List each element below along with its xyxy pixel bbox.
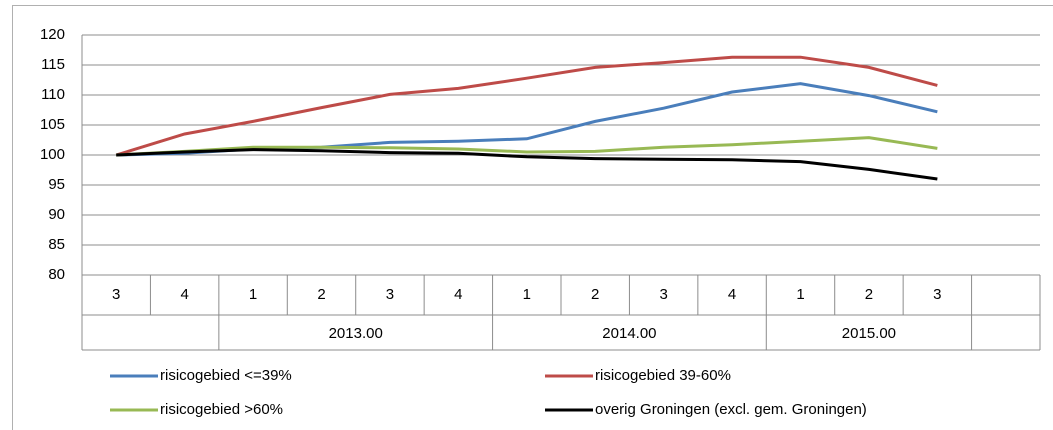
- x-group-label: 2013.00: [329, 325, 383, 342]
- y-tick-label: 105: [40, 116, 65, 133]
- y-tick-label: 110: [41, 86, 65, 103]
- y-tick-label: 85: [48, 236, 65, 253]
- x-tick-label: 3: [112, 286, 120, 303]
- x-tick-label: 4: [728, 286, 736, 303]
- x-tick-label: 2: [317, 286, 325, 303]
- x-tick-label: 1: [249, 286, 257, 303]
- series-line: [116, 148, 938, 181]
- x-tick-label: 4: [454, 286, 462, 303]
- legend-label: risicogebied >60%: [160, 401, 283, 418]
- legend-label: risicogebied 39-60%: [595, 367, 731, 384]
- x-tick-label: 4: [180, 286, 188, 303]
- x-tick-label: 2: [591, 286, 599, 303]
- y-tick-label: 80: [48, 266, 65, 283]
- y-tick-label: 120: [40, 26, 65, 43]
- series-line: [116, 82, 938, 157]
- x-group-label: 2014.00: [602, 325, 656, 342]
- x-group-label: 2015.00: [842, 325, 896, 342]
- x-tick-label: 3: [933, 286, 941, 303]
- y-tick-label: 100: [40, 146, 65, 163]
- y-tick-label: 95: [48, 176, 65, 193]
- y-tick-label: 90: [48, 206, 65, 223]
- legend-label: risicogebied <=39%: [160, 367, 292, 384]
- x-tick-label: 3: [386, 286, 394, 303]
- x-tick-label: 1: [796, 286, 804, 303]
- x-tick-label: 1: [523, 286, 531, 303]
- x-tick-label: 3: [659, 286, 667, 303]
- series-line: [115, 55, 938, 157]
- x-tick-label: 2: [865, 286, 873, 303]
- series-line: [116, 136, 938, 157]
- y-tick-label: 115: [41, 56, 65, 73]
- legend-label: overig Groningen (excl. gem. Groningen): [595, 401, 867, 418]
- chart-frame: [12, 5, 1053, 430]
